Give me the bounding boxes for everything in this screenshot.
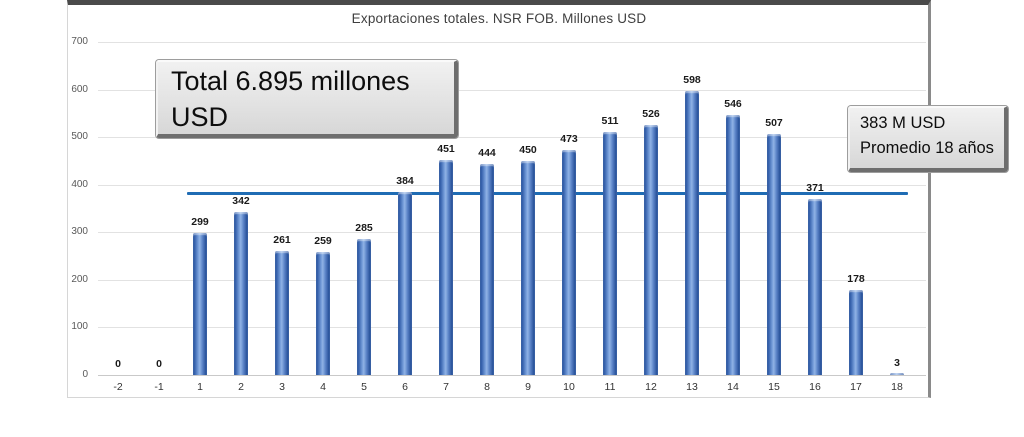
bar-14 xyxy=(726,115,740,375)
plot-area: 0 100 200 300 400 500 600 700 0 -2 0 -1 299 1 342 2 261 3… xyxy=(71,36,926,393)
x-axis-tick-12: 12 xyxy=(645,381,657,393)
bar-11 xyxy=(603,131,617,375)
bar-1 xyxy=(193,232,207,375)
bar-value-13: 598 xyxy=(683,73,701,86)
x-axis-tick-1: 1 xyxy=(197,381,203,393)
x-axis-tick-5: 5 xyxy=(361,381,367,393)
x-axis-tick-15: 15 xyxy=(768,381,780,393)
x-axis-tick-6: 6 xyxy=(402,381,408,393)
bar-9 xyxy=(521,160,535,375)
gridline-600 xyxy=(98,89,926,91)
total-callout-line1: Total 6.895 millones xyxy=(171,66,410,96)
bar-6 xyxy=(398,192,412,375)
average-callout-line1: 383 M USD xyxy=(860,114,946,132)
x-axis-tick-8: 8 xyxy=(484,381,490,393)
bar-17 xyxy=(849,290,863,375)
y-axis-tick-400: 400 xyxy=(71,178,88,190)
bar-3 xyxy=(275,250,289,375)
bar-value-10: 473 xyxy=(560,132,578,145)
x-axis-tick-17: 17 xyxy=(850,381,862,393)
bar-value-3: 261 xyxy=(273,233,291,246)
bar-18 xyxy=(890,373,904,375)
bar-13 xyxy=(685,90,699,375)
bar-value-15: 507 xyxy=(765,116,783,129)
x-axis-tick-2: 2 xyxy=(238,381,244,393)
y-axis-tick-100: 100 xyxy=(71,321,88,333)
bar-8 xyxy=(480,163,494,375)
gridline-500 xyxy=(98,137,926,139)
total-callout-line2: USD xyxy=(171,101,229,132)
chart-title: Exportaciones totales. NSR FOB. Millones… xyxy=(351,11,647,26)
y-axis-tick-200: 200 xyxy=(71,273,88,285)
total-callout: Total 6.895 millones USD xyxy=(156,60,458,138)
y-axis-tick-500: 500 xyxy=(71,131,88,143)
bar-value-6: 384 xyxy=(396,175,414,188)
bar-10 xyxy=(562,150,576,375)
bar-value-1: 299 xyxy=(191,215,209,228)
y-axis-tick-0: 0 xyxy=(82,369,88,380)
gridline-100 xyxy=(98,327,926,329)
x-axis-tick-16: 16 xyxy=(809,381,821,393)
bar-value-7: 451 xyxy=(437,143,455,156)
bar-2 xyxy=(234,212,248,375)
y-axis-tick-600: 600 xyxy=(71,83,88,95)
bar-value-5: 285 xyxy=(355,222,373,235)
bar-value-8: 444 xyxy=(478,146,496,159)
gridline-300 xyxy=(98,232,926,234)
bar-7 xyxy=(439,160,453,375)
average-line xyxy=(187,191,908,195)
gridline-200 xyxy=(98,279,926,281)
x-axis-tick-4: 4 xyxy=(320,381,326,393)
bar-5 xyxy=(357,239,371,375)
x-axis-tick-14: 14 xyxy=(727,381,739,393)
x-axis-tick-11: 11 xyxy=(604,381,616,393)
y-axis-tick-700: 700 xyxy=(71,36,88,47)
bar-value-12: 526 xyxy=(642,107,660,120)
bar-4 xyxy=(316,251,330,375)
bar-16 xyxy=(808,198,822,375)
bar-value-18: 3 xyxy=(894,356,900,369)
x-axis-tick--1: -1 xyxy=(154,381,164,393)
gridline-700 xyxy=(98,42,926,43)
bar-15 xyxy=(767,133,781,375)
bar-value-17: 178 xyxy=(847,273,865,286)
bar-12 xyxy=(644,124,658,375)
bar-value-16: 371 xyxy=(806,181,824,194)
x-axis-tick-3: 3 xyxy=(279,381,285,393)
average-callout-line2: Promedio 18 años xyxy=(860,138,994,157)
bar-value--1: 0 xyxy=(156,358,162,370)
gridline-400 xyxy=(98,184,926,186)
y-axis-tick-300: 300 xyxy=(71,226,88,238)
bar-value-11: 511 xyxy=(601,114,619,127)
x-axis-tick-10: 10 xyxy=(563,381,575,393)
bar-value-9: 450 xyxy=(519,143,537,156)
x-axis-tick-7: 7 xyxy=(443,381,449,393)
gridline-0 xyxy=(98,375,926,376)
average-callout: 383 M USD Promedio 18 años xyxy=(848,106,1008,172)
bar-value-4: 259 xyxy=(314,234,332,247)
bar-value--2: 0 xyxy=(115,358,121,370)
bar-value-14: 546 xyxy=(724,98,742,111)
x-axis-tick-13: 13 xyxy=(686,381,698,393)
bar-value-2: 342 xyxy=(232,195,250,208)
x-axis-tick-9: 9 xyxy=(525,381,531,393)
x-axis-tick-18: 18 xyxy=(891,381,903,393)
x-axis-tick--2: -2 xyxy=(113,381,123,393)
